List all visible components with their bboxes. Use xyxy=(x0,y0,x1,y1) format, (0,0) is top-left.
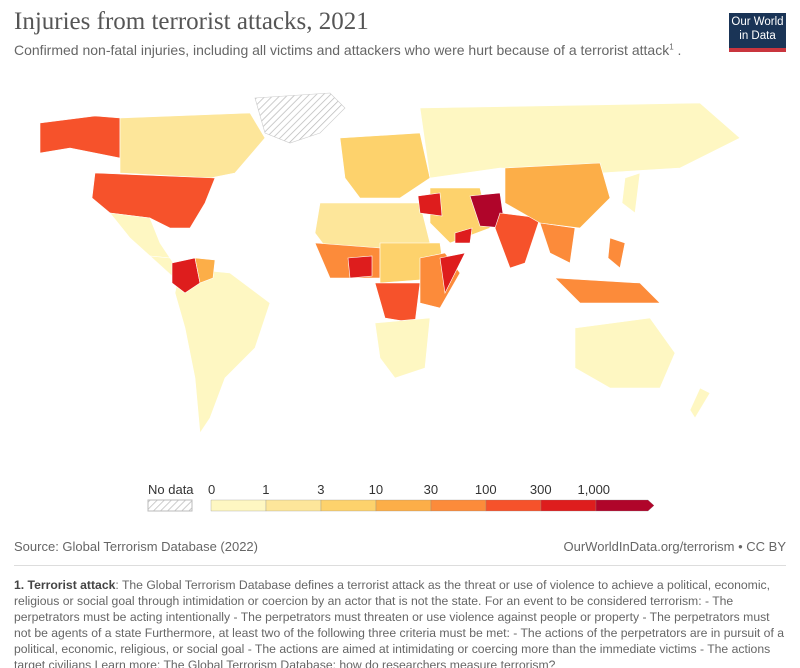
region-nigeria[interactable] xyxy=(347,255,373,279)
legend-bin-3[interactable] xyxy=(375,499,432,512)
legend-bin-7[interactable] xyxy=(595,499,655,512)
legend-bin-6[interactable] xyxy=(540,499,597,512)
region-new-zealand[interactable] xyxy=(689,387,711,419)
chart-subtitle: Confirmed non-fatal injuries, including … xyxy=(14,42,681,58)
logo-line2: in Data xyxy=(739,30,776,42)
legend-bin-0[interactable] xyxy=(210,499,267,512)
region-canada[interactable] xyxy=(119,112,266,179)
region-philippines[interactable] xyxy=(607,237,626,269)
region-southeast-asia[interactable] xyxy=(539,222,576,264)
region-japan[interactable] xyxy=(621,172,641,214)
divider xyxy=(14,565,786,566)
legend-tick-label: 1,000 xyxy=(577,482,611,497)
footnote-ref[interactable]: 1 xyxy=(669,42,674,52)
region-china[interactable] xyxy=(504,162,611,229)
region-india[interactable] xyxy=(494,212,541,269)
region-greenland[interactable] xyxy=(254,92,346,144)
subtitle-text: Confirmed non-fatal injuries, including … xyxy=(14,42,670,58)
legend-bin-5[interactable] xyxy=(485,499,542,512)
region-alaska[interactable] xyxy=(39,115,121,159)
region-venezuela[interactable] xyxy=(194,257,216,284)
legend-bin-4[interactable] xyxy=(430,499,487,512)
owid-logo[interactable]: Our World in Data xyxy=(729,13,786,52)
legend-no-data-swatch xyxy=(147,499,193,512)
world-map xyxy=(39,92,741,434)
source-url[interactable]: OurWorldInData.org/terrorism • CC BY xyxy=(563,539,786,554)
region-australia[interactable] xyxy=(574,317,676,389)
region-colombia[interactable] xyxy=(171,257,201,294)
region-russia[interactable] xyxy=(419,102,741,179)
region-yemen[interactable] xyxy=(454,227,473,244)
legend-tick-label: 10 xyxy=(368,482,384,497)
footnote: 1. Terrorist attack: The Global Terroris… xyxy=(14,577,789,668)
chart-title: Injuries from terrorist attacks, 2021 xyxy=(14,8,369,35)
region-indonesia[interactable] xyxy=(554,277,661,304)
region-somalia[interactable] xyxy=(439,252,466,294)
logo-line1: Our World xyxy=(731,16,784,28)
legend-tick-label: 1 xyxy=(262,482,270,497)
legend-tick-label: 100 xyxy=(474,482,497,497)
legend-tick-label: 3 xyxy=(317,482,325,497)
region-europe[interactable] xyxy=(339,132,431,199)
legend-bin-1[interactable] xyxy=(265,499,322,512)
legend xyxy=(147,499,655,512)
footnote-text: : The Global Terrorism Database defines … xyxy=(14,578,785,668)
source-text: Source: Global Terrorism Database (2022) xyxy=(14,539,258,554)
region-southern-africa[interactable] xyxy=(374,317,431,379)
subtitle-end: . xyxy=(673,42,682,58)
legend-tick-label: 30 xyxy=(423,482,439,497)
legend-bin-2[interactable] xyxy=(320,499,377,512)
region-usa[interactable] xyxy=(91,172,216,229)
legend-tick-label: 300 xyxy=(529,482,552,497)
region-drc[interactable] xyxy=(374,282,421,324)
footnote-label: 1. Terrorist attack xyxy=(14,578,116,592)
region-south-america[interactable] xyxy=(174,267,271,434)
legend-no-data-label: No data xyxy=(148,482,194,497)
legend-tick-label: 0 xyxy=(208,482,216,497)
region-iraq-syria[interactable] xyxy=(417,192,443,217)
